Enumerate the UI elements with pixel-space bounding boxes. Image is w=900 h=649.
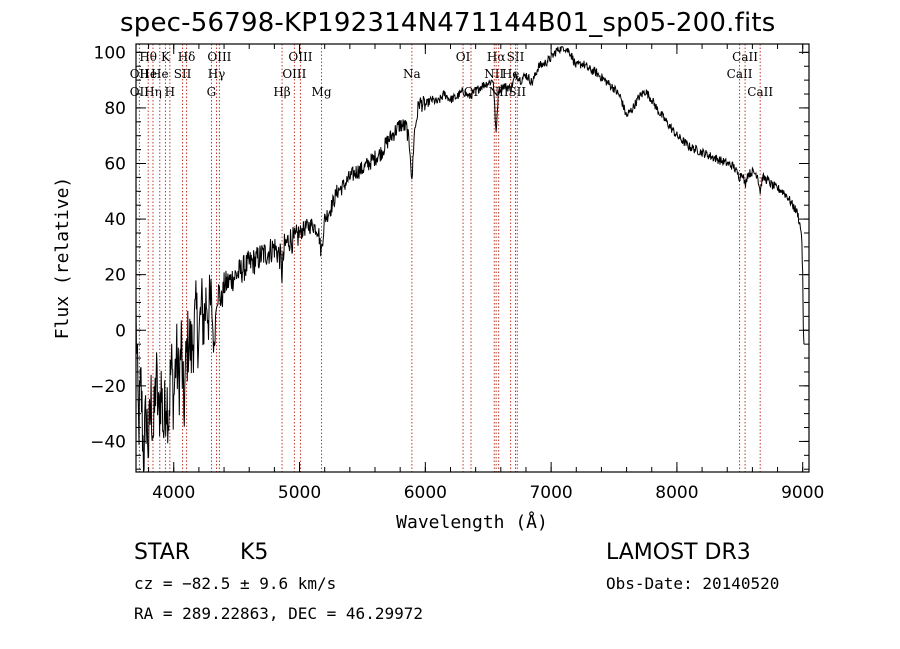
- line-label: OIII: [288, 50, 312, 64]
- plot-frame: [135, 43, 810, 473]
- x-tick-label: 4000: [152, 483, 195, 503]
- y-axis-label: Flux (relative): [52, 177, 73, 340]
- y-tick-label: 0: [115, 321, 126, 341]
- object-class: STAR: [134, 540, 191, 565]
- x-tick-label: 8000: [655, 483, 698, 503]
- line-label: SII: [174, 67, 192, 81]
- line-label: Hδ: [178, 50, 196, 64]
- line-label: OII: [130, 85, 150, 99]
- y-tick-label: 40: [104, 210, 126, 230]
- line-label: OIII: [207, 50, 231, 64]
- x-tick-label: 6000: [404, 483, 447, 503]
- line-label: H: [165, 85, 175, 99]
- line-label: Mg: [312, 85, 332, 99]
- line-label: Hβ: [273, 85, 290, 99]
- line-label: CaII: [732, 50, 758, 64]
- spectrum-series: [135, 46, 805, 473]
- line-label: Hγ: [208, 67, 226, 81]
- line-label: Hθ: [139, 50, 157, 64]
- x-axis-label: Wavelength (Å): [396, 511, 548, 533]
- x-tick-label: 9000: [781, 483, 824, 503]
- line-label: Hα: [487, 50, 506, 64]
- y-tick-label: −40: [90, 432, 126, 452]
- line-label: OIII: [282, 67, 306, 81]
- axes: 4000 5000 6000 7000 8000 9000 −40 −20 0 20 40 60 80 1…: [90, 43, 824, 503]
- y-tick-label: −20: [90, 377, 126, 397]
- y-tick-label: 20: [104, 266, 126, 286]
- object-subclass: K5: [240, 540, 269, 565]
- chart-title: spec-56798-KP192314N471144B01_sp05-200.f…: [120, 8, 776, 38]
- survey-name: LAMOST DR3: [606, 540, 751, 565]
- line-label: OI: [456, 50, 471, 64]
- coordinates: RA = 289.22863, DEC = 46.29972: [134, 604, 423, 623]
- line-label: CaII: [727, 67, 753, 81]
- line-label: OII: [130, 67, 150, 81]
- line-label: NII: [484, 67, 504, 81]
- y-tick-label: 100: [94, 43, 126, 63]
- emission-line-markers: OII OII Hθ He Hη He K H SII Hδ G Hγ OIII Hβ OIII OIII Mg…: [130, 44, 773, 472]
- line-label: He: [502, 67, 520, 81]
- line-label: CaII: [747, 85, 773, 99]
- line-label: He: [151, 67, 169, 81]
- x-tick-label: 7000: [529, 483, 572, 503]
- line-label: K: [161, 50, 171, 64]
- y-tick-label: 60: [104, 155, 126, 175]
- redshift-cz: cz = −82.5 ± 9.6 km/s: [134, 574, 337, 593]
- line-label: SII: [507, 50, 525, 64]
- y-tick-label: 80: [104, 99, 126, 119]
- line-label: Na: [403, 67, 421, 81]
- x-tick-label: 5000: [278, 483, 321, 503]
- line-label: G: [207, 85, 217, 99]
- observation-date: Obs-Date: 20140520: [606, 574, 780, 593]
- spectrum-line: [135, 46, 805, 473]
- line-label: He: [139, 67, 157, 81]
- line-label: Hη: [144, 85, 162, 99]
- line-label: SII: [508, 85, 526, 99]
